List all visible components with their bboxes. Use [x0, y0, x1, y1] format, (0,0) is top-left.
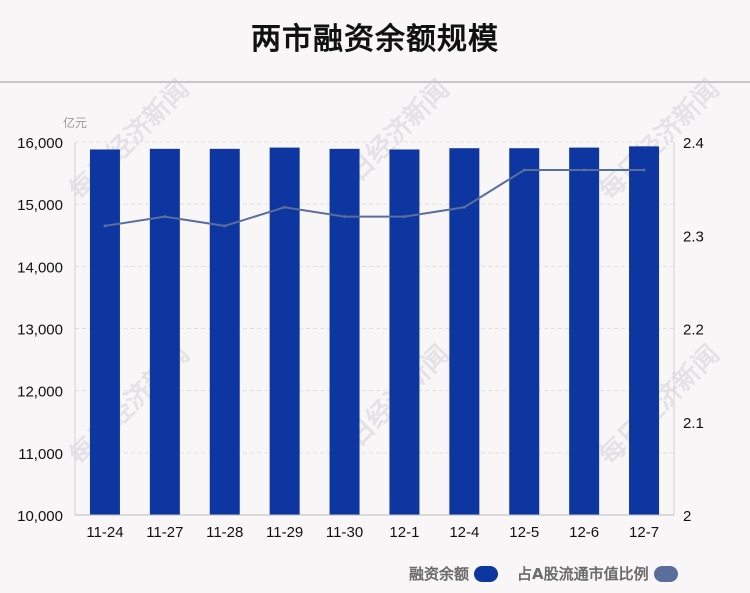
ratio-point	[103, 224, 107, 228]
bar	[629, 146, 660, 515]
ratio-line	[104, 168, 645, 227]
bar	[449, 148, 480, 515]
x-tick-label: 12-5	[509, 524, 539, 541]
y-tick-label-right: 2.3	[683, 228, 704, 245]
legend: 融资余额	[409, 563, 499, 584]
ratio-point	[343, 215, 347, 219]
y-tick-label-right: 2.2	[683, 322, 704, 339]
legend-label-balance: 融资余额	[409, 565, 470, 583]
ratio-point	[462, 205, 466, 209]
legend: 占A股流通市值比例	[517, 563, 678, 584]
bar	[509, 148, 540, 515]
ratio-point	[582, 168, 586, 172]
y-tick-label-left: 10,000	[17, 508, 63, 525]
x-tick-label: 12-7	[629, 524, 659, 541]
y-tick-label-left: 16,000	[17, 135, 63, 152]
ratio-point	[522, 168, 526, 172]
legend-swatch-ratio	[653, 565, 678, 582]
y-tick-label-left: 14,000	[17, 259, 63, 276]
x-tick-label: 12-6	[569, 524, 599, 541]
bar	[269, 147, 300, 515]
y-tick-label-right: 2.1	[683, 415, 704, 432]
x-tick-label: 12-4	[449, 524, 479, 541]
bar	[149, 148, 180, 516]
bar	[329, 148, 360, 516]
left-axis-unit: 亿元	[63, 116, 88, 130]
y-tick-label-left: 15,000	[17, 197, 63, 214]
bar	[89, 149, 120, 515]
ratio-point	[283, 205, 287, 209]
x-tick-label: 12-1	[389, 524, 419, 541]
bar	[389, 149, 420, 515]
ratio-point	[163, 215, 167, 219]
ratio-point	[642, 168, 646, 172]
y-tick-label-left: 11,000	[18, 446, 63, 463]
ratio-point	[223, 224, 227, 228]
x-tick-label: 11-29	[266, 524, 303, 541]
bar	[569, 147, 600, 515]
x-tick-label: 11-24	[86, 524, 123, 541]
chart-title: 两市融资余额规模	[251, 22, 499, 57]
y-tick-label-left: 12,000	[17, 384, 63, 401]
legend-swatch-balance	[474, 565, 499, 582]
x-tick-label: 11-28	[206, 524, 243, 541]
x-tick-label: 11-27	[146, 524, 183, 541]
legend-label-ratio: 占A股流通市值比例	[517, 565, 649, 583]
bar	[209, 148, 240, 516]
y-tick-label-right: 2	[683, 508, 691, 525]
title-divider	[0, 81, 750, 83]
y-tick-label-right: 2.4	[683, 135, 704, 152]
y-tick-label-left: 13,000	[17, 322, 63, 339]
ratio-point	[402, 215, 406, 219]
x-tick-label: 11-30	[326, 524, 363, 541]
